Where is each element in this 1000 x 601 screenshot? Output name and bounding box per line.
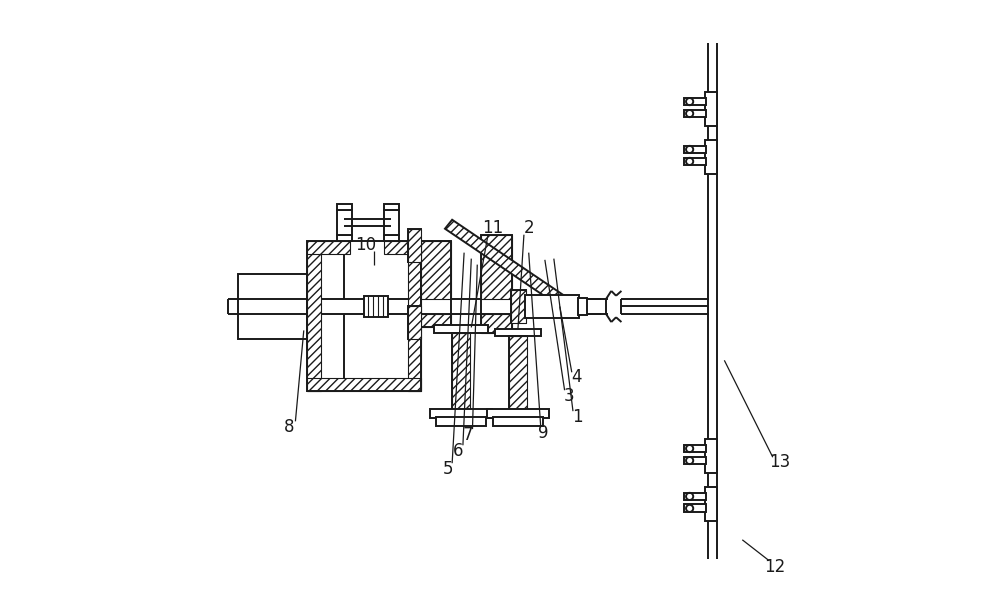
Text: 1: 1: [572, 408, 583, 426]
Bar: [408, 307, 421, 340]
Bar: [384, 235, 399, 240]
Bar: [337, 210, 352, 235]
Bar: [421, 314, 451, 328]
Text: 5: 5: [443, 460, 453, 478]
Bar: [337, 204, 352, 210]
Text: 11: 11: [482, 219, 503, 237]
Text: 9: 9: [538, 424, 548, 442]
Bar: [408, 307, 421, 340]
Bar: [487, 409, 549, 418]
Bar: [307, 240, 321, 391]
Bar: [307, 240, 350, 254]
Bar: [408, 229, 421, 261]
Bar: [509, 337, 527, 409]
Bar: [705, 487, 717, 520]
Bar: [384, 240, 421, 254]
Bar: [705, 140, 717, 174]
Bar: [705, 439, 717, 473]
Bar: [578, 297, 587, 316]
Bar: [364, 296, 388, 317]
Bar: [525, 294, 579, 319]
Text: 12: 12: [765, 558, 786, 576]
Bar: [307, 240, 421, 391]
Bar: [511, 290, 526, 323]
Text: 13: 13: [769, 453, 790, 471]
Text: 8: 8: [284, 418, 295, 436]
Text: 3: 3: [564, 387, 575, 405]
Polygon shape: [445, 220, 567, 307]
Bar: [495, 329, 541, 337]
Bar: [384, 204, 399, 210]
Text: 4: 4: [571, 368, 582, 386]
Bar: [684, 157, 706, 165]
Bar: [684, 504, 706, 512]
Bar: [509, 337, 527, 409]
Bar: [337, 235, 352, 240]
Bar: [684, 457, 706, 465]
Bar: [493, 417, 543, 426]
Bar: [408, 229, 421, 261]
Bar: [430, 409, 492, 418]
Bar: [421, 240, 451, 328]
Bar: [238, 273, 307, 340]
Text: 6: 6: [453, 442, 463, 460]
Bar: [307, 378, 421, 391]
Bar: [684, 109, 706, 117]
Bar: [684, 98, 706, 106]
Bar: [684, 145, 706, 153]
Bar: [436, 417, 486, 426]
Bar: [481, 235, 512, 299]
Text: 10: 10: [355, 236, 376, 254]
Bar: [452, 334, 470, 409]
Bar: [705, 93, 717, 126]
Bar: [481, 314, 512, 334]
Bar: [421, 240, 451, 299]
Bar: [511, 290, 526, 323]
Bar: [481, 235, 512, 334]
Text: 7: 7: [463, 426, 474, 444]
Text: 2: 2: [523, 219, 534, 237]
Bar: [384, 210, 399, 235]
Bar: [684, 493, 706, 500]
Bar: [452, 334, 470, 409]
Bar: [408, 240, 421, 391]
Bar: [684, 445, 706, 453]
Bar: [434, 325, 488, 334]
